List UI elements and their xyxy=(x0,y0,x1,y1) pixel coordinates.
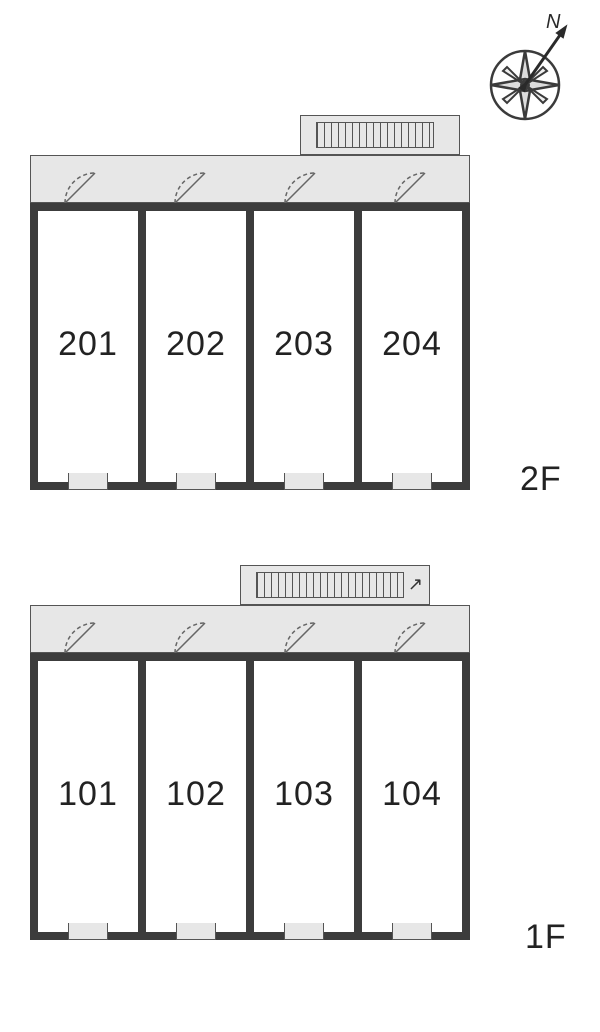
unit-label: 102 xyxy=(146,775,246,814)
floor-label-2f: 2F xyxy=(520,460,562,499)
stairwell-1f: ↗ xyxy=(240,565,430,605)
unit-label: 101 xyxy=(38,775,138,814)
balcony-notch xyxy=(284,473,324,490)
unit-label: 204 xyxy=(362,325,462,364)
compass-label: N xyxy=(546,11,561,33)
corridor-1f xyxy=(30,605,470,653)
unit-104: 104 xyxy=(354,653,470,940)
unit-label: 202 xyxy=(146,325,246,364)
balcony-notch xyxy=(68,473,108,490)
balcony-notch xyxy=(392,473,432,490)
unit-102: 102 xyxy=(138,653,254,940)
floor-2f: 201 202 203 204 xyxy=(30,155,470,490)
unit-label: 103 xyxy=(254,775,354,814)
unit-203: 203 xyxy=(246,203,362,490)
balcony-notch xyxy=(392,923,432,940)
balcony-notch xyxy=(176,473,216,490)
stair-up-arrow-icon: ↗ xyxy=(408,574,423,595)
compass-icon: N xyxy=(470,10,580,130)
units-row-2f: 201 202 203 204 xyxy=(30,203,470,490)
unit-101: 101 xyxy=(30,653,146,940)
floorplan-canvas: N 201 202 xyxy=(0,0,600,1032)
floor-label-1f: 1F xyxy=(525,918,567,957)
unit-103: 103 xyxy=(246,653,362,940)
corridor-2f xyxy=(30,155,470,203)
unit-label: 203 xyxy=(254,325,354,364)
stair-treads-icon xyxy=(316,122,434,148)
stairwell-2f xyxy=(300,115,460,155)
balcony-notch xyxy=(176,923,216,940)
unit-label: 201 xyxy=(38,325,138,364)
unit-label: 104 xyxy=(362,775,462,814)
floor-1f: ↗ 101 102 xyxy=(30,605,470,940)
unit-201: 201 xyxy=(30,203,146,490)
balcony-notch xyxy=(68,923,108,940)
unit-202: 202 xyxy=(138,203,254,490)
balcony-notch xyxy=(284,923,324,940)
stair-treads-icon xyxy=(256,572,404,598)
unit-204: 204 xyxy=(354,203,470,490)
units-row-1f: 101 102 103 104 xyxy=(30,653,470,940)
